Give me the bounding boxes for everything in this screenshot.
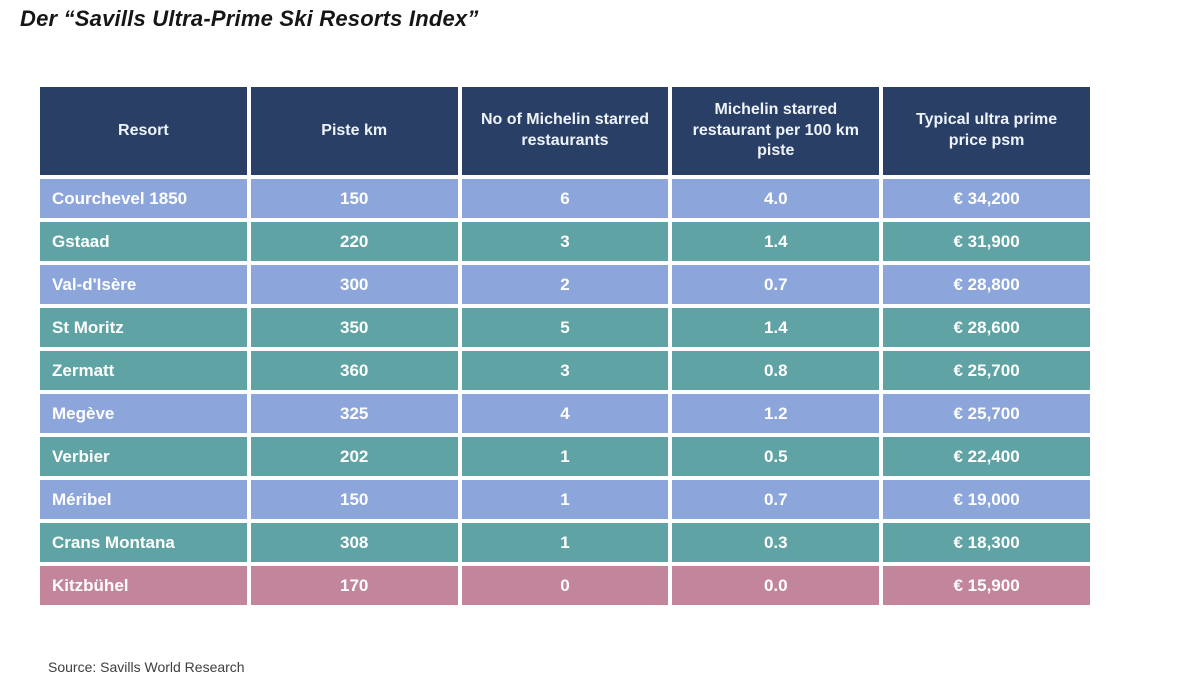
price-psm-cell: € 18,300 — [883, 523, 1090, 562]
piste-km-cell: 325 — [250, 394, 458, 433]
piste-km-cell: 350 — [250, 308, 458, 347]
resort-name-cell: Crans Montana — [40, 523, 247, 562]
price-psm-cell: € 15,900 — [883, 566, 1090, 605]
piste-km-cell: 308 — [250, 523, 458, 562]
piste-km-cell: 360 — [250, 351, 458, 390]
michelin-per-100km-cell: 1.4 — [672, 222, 880, 261]
column-header-resort: Resort — [40, 87, 247, 175]
michelin-per-100km-cell: 0.7 — [672, 480, 880, 519]
piste-km-cell: 220 — [250, 222, 458, 261]
piste-km-cell: 150 — [250, 179, 458, 218]
michelin-count-cell: 2 — [461, 265, 669, 304]
michelin-per-100km-cell: 0.3 — [672, 523, 880, 562]
column-header-michelin-restaurants: No of Michelin starred restaurants — [461, 87, 669, 175]
michelin-count-cell: 3 — [461, 351, 669, 390]
price-psm-cell: € 28,600 — [883, 308, 1090, 347]
michelin-per-100km-cell: 0.8 — [672, 351, 880, 390]
resort-name-cell: Gstaad — [40, 222, 247, 261]
price-psm-cell: € 25,700 — [883, 351, 1090, 390]
michelin-count-cell: 1 — [461, 437, 669, 476]
michelin-per-100km-cell: 1.2 — [672, 394, 880, 433]
michelin-count-cell: 1 — [461, 480, 669, 519]
michelin-count-cell: 1 — [461, 523, 669, 562]
piste-km-cell: 202 — [250, 437, 458, 476]
price-psm-cell: € 28,800 — [883, 265, 1090, 304]
michelin-per-100km-cell: 1.4 — [672, 308, 880, 347]
resort-name-cell: Méribel — [40, 480, 247, 519]
price-psm-cell: € 34,200 — [883, 179, 1090, 218]
resort-name-cell: Val-d'Isère — [40, 265, 247, 304]
price-psm-cell: € 19,000 — [883, 480, 1090, 519]
column-header-piste-km: Piste km — [250, 87, 458, 175]
resort-name-cell: Zermatt — [40, 351, 247, 390]
michelin-count-cell: 3 — [461, 222, 669, 261]
michelin-per-100km-cell: 0.5 — [672, 437, 880, 476]
ski-resorts-index-table: Resort Piste km No of Michelin starred r… — [40, 87, 1090, 605]
resort-name-cell: Megève — [40, 394, 247, 433]
price-psm-cell: € 31,900 — [883, 222, 1090, 261]
michelin-count-cell: 0 — [461, 566, 669, 605]
michelin-count-cell: 5 — [461, 308, 669, 347]
piste-km-cell: 150 — [250, 480, 458, 519]
piste-km-cell: 300 — [250, 265, 458, 304]
michelin-count-cell: 4 — [461, 394, 669, 433]
michelin-per-100km-cell: 0.7 — [672, 265, 880, 304]
price-psm-cell: € 22,400 — [883, 437, 1090, 476]
piste-km-cell: 170 — [250, 566, 458, 605]
resort-name-cell: St Moritz — [40, 308, 247, 347]
price-psm-cell: € 25,700 — [883, 394, 1090, 433]
page-title: Der “Savills Ultra-Prime Ski Resorts Ind… — [20, 6, 479, 31]
michelin-per-100km-cell: 4.0 — [672, 179, 880, 218]
column-header-price-psm: Typical ultra prime price psm — [883, 87, 1090, 175]
resort-name-cell: Verbier — [40, 437, 247, 476]
column-header-michelin-per-100km: Michelin starred restaurant per 100 km p… — [672, 87, 880, 175]
resort-name-cell: Kitzbühel — [40, 566, 247, 605]
resort-name-cell: Courchevel 1850 — [40, 179, 247, 218]
michelin-per-100km-cell: 0.0 — [672, 566, 880, 605]
michelin-count-cell: 6 — [461, 179, 669, 218]
source-note: Source: Savills World Research — [48, 659, 245, 675]
